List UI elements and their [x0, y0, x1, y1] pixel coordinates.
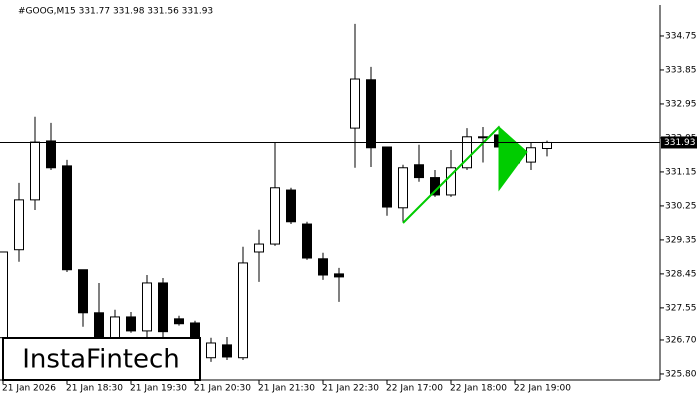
- x-tick-label: 21 Jan 2026: [2, 384, 56, 394]
- candle-body: [30, 141, 40, 201]
- y-tick-label: 330.25: [665, 201, 697, 211]
- candle-body: [446, 167, 456, 196]
- current-price-box: [661, 136, 697, 149]
- watermark-frame: [2, 337, 201, 381]
- x-tick-label: 22 Jan 19:00: [514, 384, 571, 394]
- candle-body: [174, 318, 184, 325]
- candle-body: [126, 316, 136, 332]
- candle-body: [318, 258, 328, 276]
- candle-body: [46, 140, 56, 169]
- candle-body: [398, 167, 408, 209]
- candle-body: [206, 342, 216, 359]
- candle-body: [78, 269, 88, 314]
- x-tick-label: 21 Jan 21:30: [258, 384, 315, 394]
- x-tick-label: 21 Jan 20:30: [194, 384, 251, 394]
- candle-body: [14, 199, 24, 251]
- x-tick-label: 21 Jan 22:30: [322, 384, 379, 394]
- y-tick-label: 329.35: [665, 235, 697, 245]
- candle-body: [222, 344, 232, 358]
- candle-body: [62, 165, 72, 271]
- candle-body: [414, 164, 424, 179]
- candle-body: [382, 146, 392, 208]
- candle-body: [158, 282, 168, 333]
- candle-body: [0, 251, 8, 339]
- y-tick-label: 326.70: [665, 335, 697, 345]
- candle-body: [462, 136, 472, 169]
- candle-body: [238, 262, 248, 359]
- candle-body: [526, 147, 536, 163]
- y-tick-label: 333.85: [665, 65, 697, 75]
- candle-body: [270, 187, 280, 245]
- x-tick-label: 22 Jan 18:00: [450, 384, 507, 394]
- watermark-box: InstaFintech: [2, 337, 201, 381]
- pennant-pole: [402, 126, 500, 224]
- y-tick-label: 332.95: [665, 99, 697, 109]
- x-tick-label: 21 Jan 19:30: [130, 384, 187, 394]
- candle-body: [334, 273, 344, 278]
- candle-body: [286, 189, 296, 223]
- x-tick-label: 22 Jan 17:00: [386, 384, 443, 394]
- candle-body: [350, 78, 360, 129]
- current-price-label: 331.93: [664, 138, 696, 148]
- candle-body: [254, 243, 264, 253]
- watermark: InstaFintech: [22, 345, 180, 375]
- y-tick-label: 327.55: [665, 303, 697, 313]
- candle-body: [542, 141, 552, 150]
- chart-title: #GOOG,M15 331.77 331.98 331.56 331.93: [18, 7, 213, 17]
- candle-body: [478, 136, 488, 139]
- y-tick-label: 334.75: [665, 31, 697, 41]
- y-tick-label: 331.15: [665, 167, 697, 177]
- y-tick-label: 328.45: [665, 269, 697, 279]
- y-tick-label: 325.80: [665, 369, 697, 379]
- candle-body: [366, 79, 376, 149]
- candle-body: [302, 223, 312, 259]
- candle-body: [142, 282, 152, 332]
- x-tick-label: 21 Jan 18:30: [66, 384, 123, 394]
